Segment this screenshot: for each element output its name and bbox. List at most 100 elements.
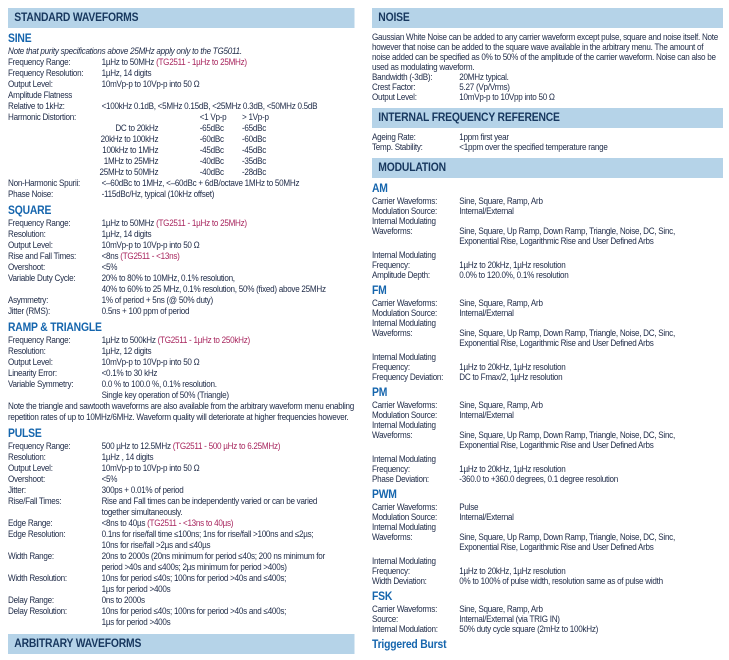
spec-text: Sine, Square, Up Ramp, Down Ramp, Triang…	[459, 328, 675, 338]
spec-row: Jitter (RMS): 0.5ns + 100 ppm of period	[8, 306, 355, 317]
spec-value: 20ns to 2000s (20ns minimum for period ≤…	[102, 551, 355, 573]
spec-label: Overshoot:	[8, 262, 45, 272]
spec-value: 10mVp-p to 10Vpp into 50 Ω	[459, 92, 555, 102]
spec-row: Frequency Resolution: 1µHz, 14 digits	[8, 68, 355, 79]
spec-row: Output Level: 10mVp-p to 10Vp-p into 50 Ω	[8, 79, 355, 90]
spec-row: Modulation Source: Internal/External	[372, 206, 723, 216]
spec-label: Jitter (RMS):	[8, 306, 50, 316]
spec-value: 1µHz , 14 digits	[101, 452, 154, 462]
spec-label: Edge Resolution:	[8, 529, 66, 539]
spec-row: Asymmetry: 1% of period + 5ns (@ 50% duty…	[8, 295, 355, 306]
spec-row: Resolution: 1µHz , 14 digits	[8, 452, 355, 463]
spec-value: Sine, Square, Up Ramp, Down Ramp, Triang…	[459, 328, 723, 348]
spec-value: <0.1% to 30 kHz	[101, 368, 158, 378]
subsection-heading-pulse: PULSE	[8, 428, 42, 440]
spec-label: Frequency Deviation:	[372, 372, 444, 382]
spec-label: Overshoot:	[8, 474, 45, 484]
spec-value: 10mVp-p to 10Vp-p into 50 Ω	[101, 357, 200, 367]
spec-row: Waveforms: Sine, Square, Up Ramp, Down Ra…	[372, 430, 723, 450]
spec-value	[459, 420, 723, 430]
spec-value: 1µHz to 50MHz (TG2511 - 1µHz to 25MHz)	[102, 57, 355, 68]
spec-label: Phase Noise:	[8, 189, 53, 199]
spec-label: Internal Modulating	[372, 522, 436, 532]
spec-label: Waveforms:	[372, 328, 413, 338]
spec-value: 1% of period + 5ns (@ 50% duty)	[101, 295, 214, 305]
note-text: Note that purity specifications above 25…	[8, 46, 242, 56]
spec-label: Output Level:	[8, 240, 53, 250]
spec-row: Frequency: 1µHz to 20kHz, 1µHz resolution	[372, 260, 723, 270]
spec-text: 1µHz to 50MHz	[101, 218, 157, 228]
subsection-heading-am: AM	[372, 183, 388, 195]
spec-value: 1µHz to 20kHz, 1µHz resolution	[459, 362, 566, 372]
spec-text: 1µs for period >400s	[101, 584, 171, 594]
spec-row: Internal Modulating	[372, 352, 723, 362]
spec-label: Resolution:	[8, 229, 46, 239]
spec-label: Carrier Waveforms:	[372, 196, 438, 206]
variant-spec-text: (TG2511 - 1µHz to 25MHz)	[156, 218, 247, 228]
spec-row: Non-Harmonic Spurii: <–60dBc to 1MHz, <–6…	[8, 178, 355, 189]
spec-value	[459, 454, 723, 464]
spec-row: Amplitude Flatness	[8, 90, 355, 101]
spec-row: Width Resolution: 10ns for period ≤40s; 1…	[8, 573, 355, 595]
spec-label: Width Resolution:	[8, 573, 67, 583]
spec-text: 500 µHz to 12.5MHz	[101, 441, 173, 451]
spec-text: 10ns for period ≤40s; 100ns for period >…	[101, 606, 287, 616]
spec-label: Relative to 1kHz:	[8, 101, 65, 111]
left-column-content: STANDARD WAVEFORMS SINE Note that purity s…	[8, 8, 355, 654]
table-row-band: 20kHz to 100kHz	[100, 134, 159, 144]
spec-value: 0.0 % to 100.0 %, 0.1% resolution. Single…	[102, 379, 355, 401]
subsection-heading-fm: FM	[372, 285, 387, 297]
spec-row: Modulation Source: Internal/External	[372, 410, 723, 420]
spec-text: Exponential Rise, Logarithmic Rise and U…	[459, 440, 654, 450]
table-cell: -65dBc	[242, 123, 267, 133]
spec-label: Delay Resolution:	[8, 606, 67, 616]
spec-label: Frequency Range:	[8, 57, 71, 67]
spec-row: Modulation Source: Internal/External	[372, 512, 723, 522]
spec-value: 10mVp-p to 10Vp-p into 50 Ω	[101, 79, 200, 89]
spec-label: Waveforms:	[372, 430, 413, 440]
spec-value: <100kHz 0.1dB, <5MHz 0.15dB, <25MHz 0.3d…	[101, 101, 318, 111]
spec-row: Internal Modulation: 50% duty cycle squar…	[372, 624, 723, 634]
spec-label: Resolution:	[8, 346, 46, 356]
table-cell: -28dBc	[242, 167, 267, 177]
spec-row: Edge Range: <8ns to 40µs (TG2511 - <13ns …	[8, 518, 355, 529]
section-banner-internal-frequency-reference: INTERNAL FREQUENCY REFERENCE	[372, 108, 723, 128]
spec-value	[102, 90, 355, 101]
table-cell: -65dBc	[199, 123, 224, 133]
spec-row: Internal Modulating	[372, 216, 723, 226]
spec-text: 40% to 60% to 25 MHz, 0.1% resolution, 5…	[101, 284, 326, 294]
spec-row: Overshoot: <5%	[8, 262, 355, 273]
spec-value: Sine, Square, Up Ramp, Down Ramp, Triang…	[459, 226, 723, 246]
spec-label: Output Level:	[372, 92, 417, 102]
spec-label: Ageing Rate:	[372, 132, 416, 142]
spec-row: Frequency: 1µHz to 20kHz, 1µHz resolution	[372, 566, 723, 576]
spec-value: 1ppm first year	[459, 132, 509, 142]
spec-row: Carrier Waveforms: Pulse	[372, 502, 723, 512]
spec-row: Width Deviation: 0% to 100% of pulse widt…	[372, 576, 723, 586]
spec-value: 1µHz, 14 digits	[101, 68, 152, 78]
spec-label: Carrier Waveforms:	[372, 298, 438, 308]
spec-value: 1µHz to 500kHz (TG2511 - 1µHz to 250kHz)	[102, 335, 355, 346]
spec-row: Modulation Source: Internal/External	[372, 308, 723, 318]
spec-label: Internal Modulating	[372, 352, 436, 362]
spec-row: Overshoot: <5%	[8, 474, 355, 485]
subsection-heading-square: SQUARE	[8, 205, 52, 217]
spec-label: Internal Modulating	[372, 556, 436, 566]
spec-row: Frequency Range: 1µHz to 50MHz (TG2511 - …	[8, 57, 355, 68]
spec-label: Internal Modulating	[372, 250, 436, 260]
table-cell: -35dBc	[242, 156, 267, 166]
spec-value	[459, 250, 723, 260]
spec-text: 0.0 % to 100.0 %, 0.1% resolution.	[101, 379, 217, 389]
spec-value: -360.0 to +360.0 degrees, 0.1 degree res…	[459, 474, 618, 484]
spec-row: Output Level: 10mVp-p to 10Vp-p into 50 Ω	[8, 463, 355, 474]
spec-row: Output Level: 10mVp-p to 10Vp-p into 50 Ω	[8, 357, 355, 368]
spec-text: Exponential Rise, Logarithmic Rise and U…	[459, 236, 654, 246]
table-cell: -40dBc	[199, 167, 224, 177]
spec-value: <–60dBc to 1MHz, <–60dBc + 6dB/octave 1M…	[101, 178, 300, 188]
spec-label: Modulation Source:	[372, 308, 437, 318]
spec-row: Crest Factor: 5.27 (Vp/Vrms)	[372, 82, 723, 92]
spec-text: <8ns to 40µs	[101, 518, 148, 528]
spec-label: Carrier Waveforms:	[372, 604, 438, 614]
section-banner-noise: NOISE	[372, 8, 723, 28]
